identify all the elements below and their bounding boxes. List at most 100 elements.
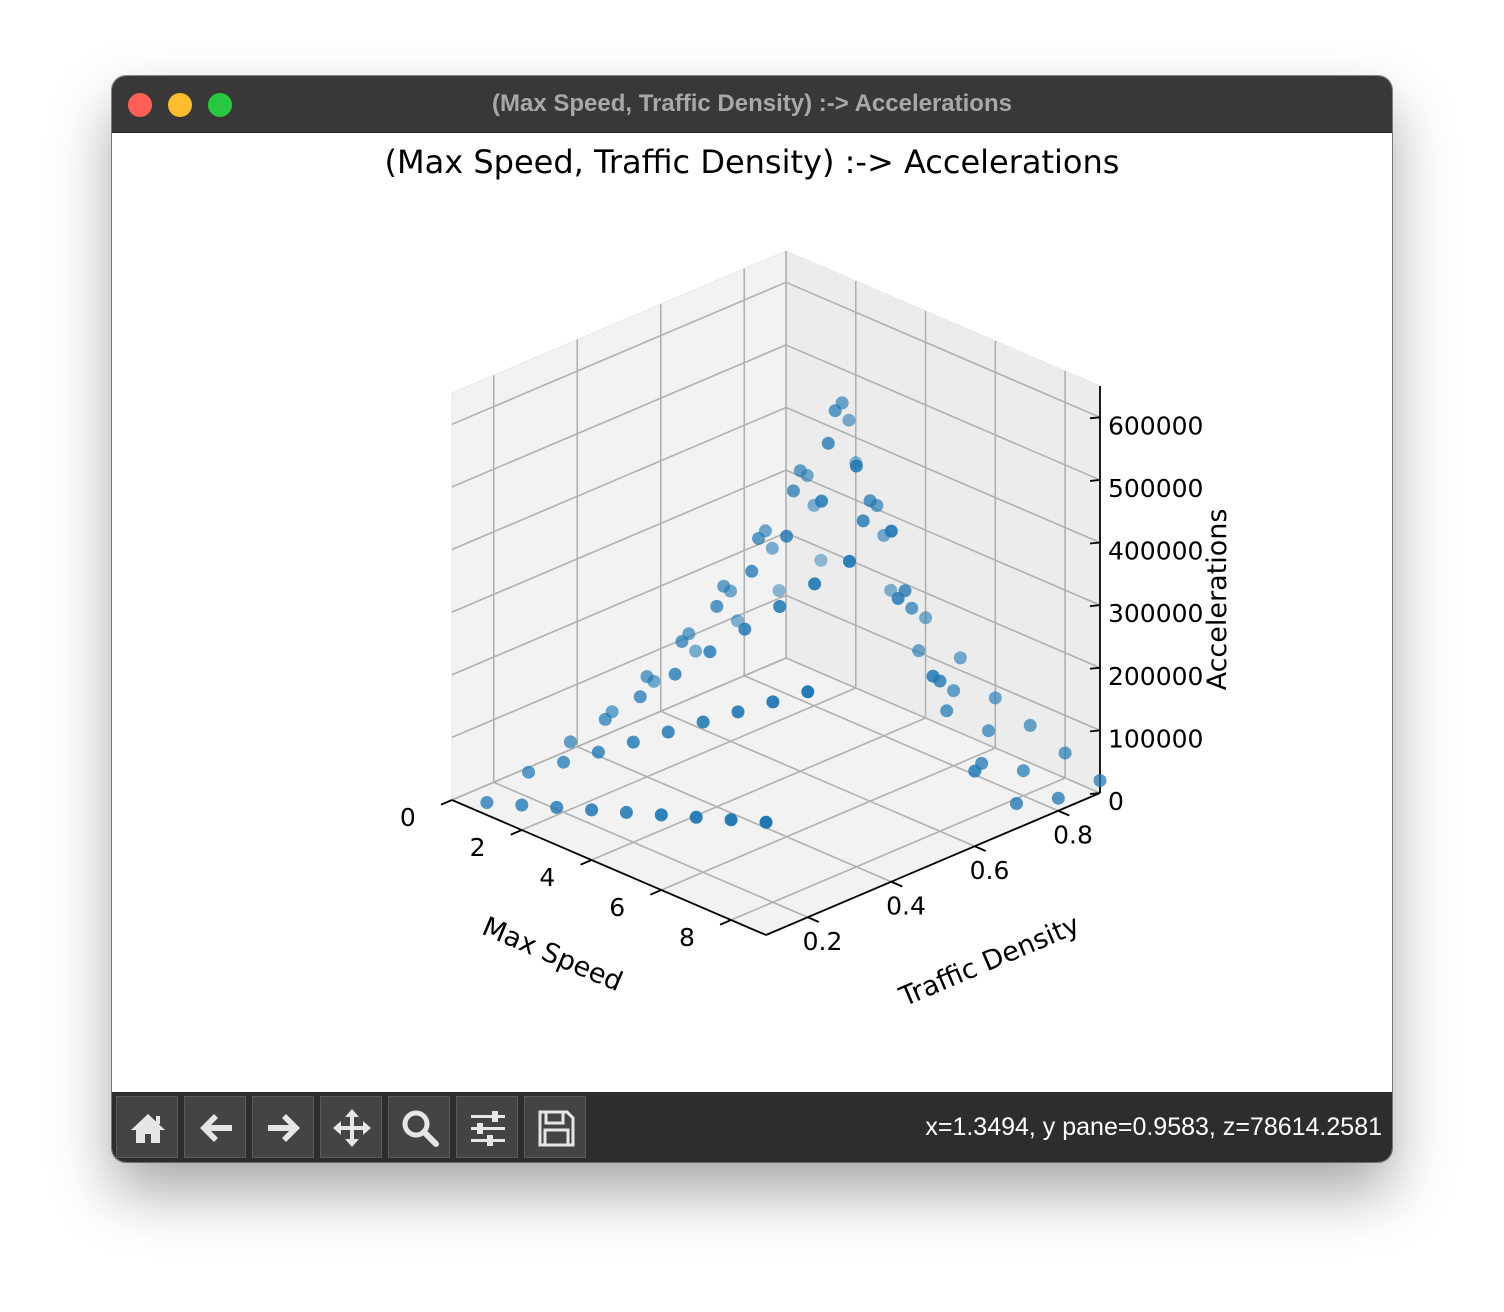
y-gridline [660, 710, 976, 847]
figure-canvas[interactable]: (Max Speed, Traffic Density) :-> Acceler… [112, 133, 1392, 1092]
z-gridline [785, 281, 1101, 419]
data-point [926, 669, 940, 683]
data-point [710, 599, 724, 613]
data-point [1023, 718, 1037, 732]
data-point [598, 712, 612, 726]
data-point [585, 803, 599, 817]
z-tick [1089, 541, 1101, 545]
z-tick-label: 100000 [1108, 724, 1203, 753]
data-point [843, 554, 856, 568]
z-gridline [451, 406, 787, 551]
data-point [766, 695, 780, 709]
z-tick-label: 300000 [1108, 599, 1203, 628]
data-point [696, 715, 710, 729]
z-tick [1089, 604, 1101, 608]
title-bar[interactable]: (Max Speed, Traffic Density) :-> Acceler… [112, 76, 1392, 133]
plot-title: (Max Speed, Traffic Density) :-> Acceler… [384, 143, 1120, 181]
magnifier-icon [402, 1110, 439, 1147]
minimize-window-button[interactable] [168, 93, 192, 117]
data-point [1093, 774, 1107, 787]
data-point [1058, 746, 1072, 760]
data-point [633, 690, 647, 704]
z-tick [1089, 729, 1101, 733]
z-gridline [785, 406, 1101, 544]
z-tick-label: 200000 [1108, 662, 1203, 691]
data-point [940, 704, 954, 718]
data-point [815, 494, 828, 508]
home-button[interactable] [116, 1096, 178, 1158]
z-gridline [785, 344, 1101, 481]
data-point [905, 601, 919, 615]
app-window: (Max Speed, Traffic Density) :-> Acceler… [112, 76, 1392, 1162]
data-point [717, 579, 731, 593]
x-axis-label: Max Speed [478, 911, 627, 998]
navigation-toolbar: x=1.3494, y pane=0.9583, z=78614.2581 [112, 1092, 1392, 1162]
zoom-window-button[interactable] [208, 93, 232, 117]
pan-button[interactable] [320, 1096, 382, 1158]
forward-button[interactable] [252, 1096, 314, 1158]
data-point [793, 464, 807, 478]
arrow-right-icon [268, 1114, 300, 1142]
data-point [765, 541, 779, 555]
x-tick-label: 6 [609, 893, 625, 922]
data-point [912, 644, 926, 658]
move-icon [333, 1109, 371, 1147]
data-point [557, 755, 570, 769]
data-point [842, 413, 856, 427]
z-gridline [451, 594, 787, 739]
data-point [801, 685, 815, 699]
data-point [849, 459, 863, 473]
z-tick-label: 600000 [1108, 411, 1203, 440]
z-gridline [785, 469, 1101, 606]
data-point [919, 611, 933, 625]
y-gridline [493, 781, 809, 918]
sliders-icon [471, 1111, 505, 1146]
data-point [821, 436, 835, 450]
save-button[interactable] [524, 1096, 586, 1158]
data-point [953, 651, 967, 665]
x-tick-label: 8 [679, 923, 695, 952]
z-gridline [451, 532, 787, 676]
data-point [626, 735, 640, 749]
data-point [730, 614, 744, 628]
x-tick [649, 889, 662, 896]
zoom-button[interactable] [388, 1096, 450, 1158]
data-point [759, 815, 773, 829]
x-tick [440, 799, 453, 806]
data-point [752, 532, 766, 545]
x-gridline [591, 717, 926, 861]
data-point [988, 691, 1002, 705]
data-point [724, 813, 738, 827]
y-gridline [743, 675, 1059, 812]
floppy-disk-icon [538, 1110, 575, 1147]
close-window-button[interactable] [128, 93, 152, 117]
data-point [1010, 797, 1023, 810]
x-axis-line [451, 799, 767, 936]
back-button[interactable] [184, 1096, 246, 1158]
z-gridline [451, 344, 787, 488]
cursor-coordinates-readout: x=1.3494, y pane=0.9583, z=78614.2581 [925, 1113, 1382, 1141]
data-point [1016, 764, 1030, 778]
data-point [675, 635, 689, 648]
data-point [731, 705, 745, 719]
data-point [689, 810, 703, 824]
data-point [703, 645, 717, 659]
z-tick-label: 400000 [1108, 537, 1203, 566]
y-tick [974, 845, 987, 852]
scatter-3d-plot[interactable]: 0 2 4 6 8 0.2 0.4 0.6 0.8 0 100000 200000 300000 4000… [112, 133, 1392, 1092]
x-tick [510, 829, 523, 836]
data-point [891, 592, 905, 605]
z-tick [1089, 666, 1101, 670]
data-point [550, 800, 564, 814]
data-point [563, 735, 577, 749]
x-gridline [661, 747, 996, 891]
data-point [522, 765, 536, 779]
y-tick-label: 0.8 [1053, 821, 1093, 850]
configure-subplots-button[interactable] [456, 1096, 518, 1158]
y-tick [807, 916, 820, 923]
data-point [591, 745, 605, 759]
z-gridline [451, 469, 787, 613]
z-tick [1089, 792, 1101, 795]
x-tick [580, 859, 592, 866]
data-point [808, 577, 822, 591]
